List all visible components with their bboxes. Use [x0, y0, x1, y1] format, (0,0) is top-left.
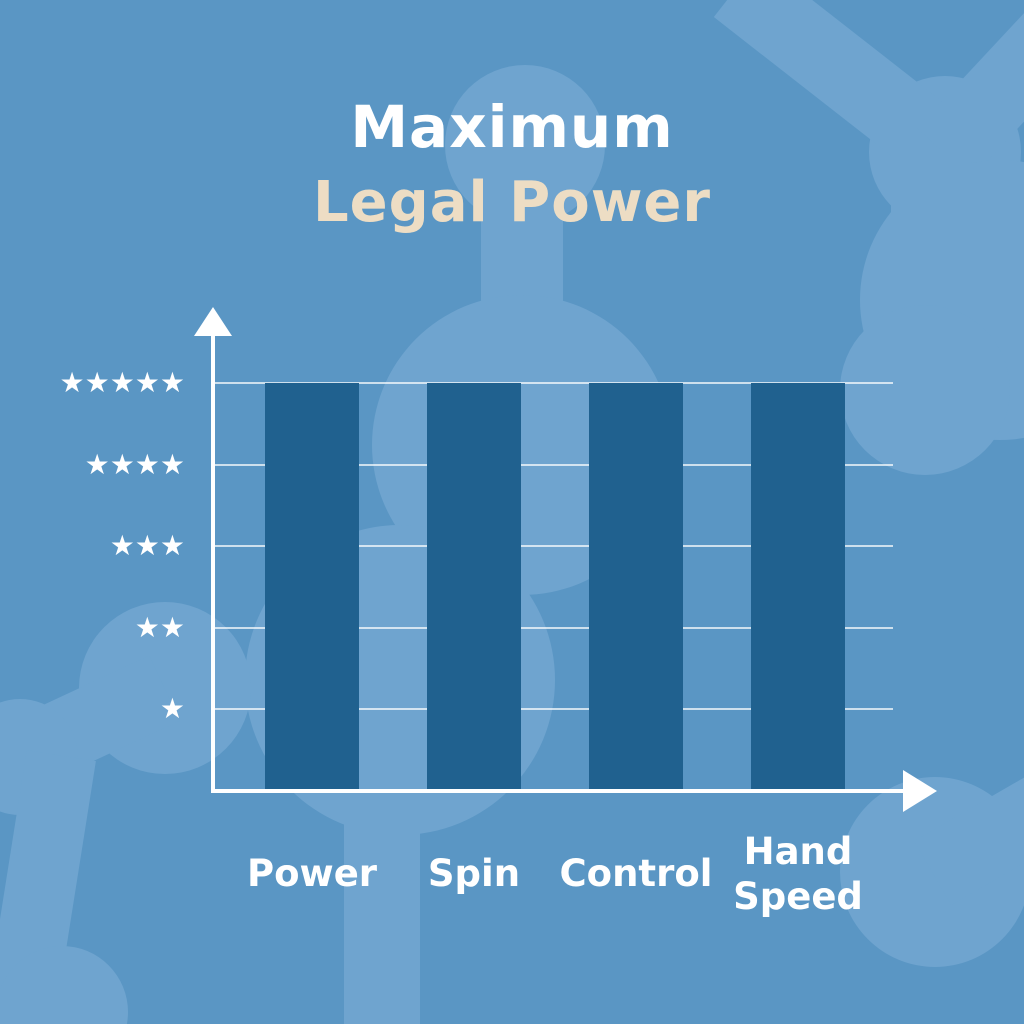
star-rating-label: ★ [159, 692, 185, 726]
x-axis-label: Hand Speed [733, 829, 863, 918]
x-axis-label: Spin [427, 852, 521, 896]
star-rating-label: ★★ [134, 610, 185, 644]
chart-title-line1: Maximum [350, 93, 674, 161]
molecule-bond [344, 780, 420, 1024]
y-axis-line [211, 330, 215, 793]
gridline [215, 382, 893, 384]
bar-control [589, 383, 683, 791]
star-rating-label: ★★★★ [84, 447, 185, 481]
molecule-circle [840, 305, 1010, 475]
y-axis-arrowhead-icon [194, 307, 232, 336]
gridline [215, 708, 893, 711]
gridline [215, 545, 893, 548]
x-axis-line [211, 789, 905, 793]
chart-title-line2: Legal Power [312, 170, 712, 235]
x-axis-label: Power [246, 852, 378, 896]
bar-spin [427, 383, 521, 791]
x-axis-arrowhead-icon [903, 770, 937, 812]
bar-power [265, 383, 359, 791]
star-rating-label: ★★★★★ [59, 366, 185, 399]
gridline [215, 463, 893, 466]
bar-hand-speed [751, 383, 845, 791]
chart-title: Maximum Legal Power [0, 98, 1024, 231]
x-axis-label: Control [559, 852, 713, 896]
gridline [215, 626, 893, 629]
star-rating-label: ★★★ [109, 529, 185, 563]
